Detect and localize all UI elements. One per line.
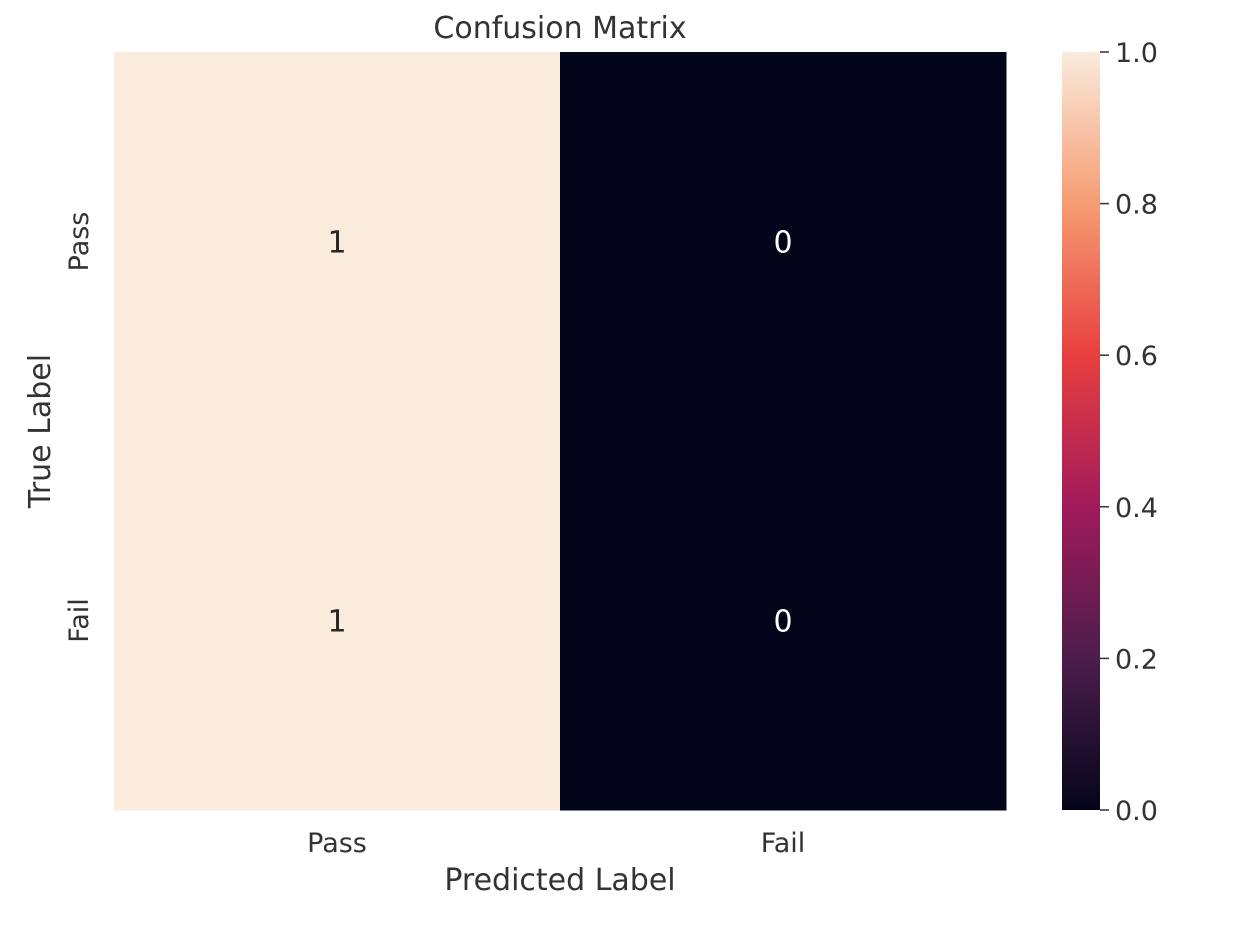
cell-annotation: 1 bbox=[327, 605, 346, 640]
chart-title: Confusion Matrix bbox=[433, 11, 686, 46]
colorbar-ticks: 0.0 0.2 0.4 0.6 0.8 1.0 bbox=[1100, 38, 1158, 827]
cell-annotation: 0 bbox=[773, 226, 792, 261]
heatmap-cell bbox=[560, 52, 1007, 432]
y-tick-label: Pass bbox=[64, 212, 95, 272]
colorbar-tick-label: 0.8 bbox=[1115, 190, 1158, 221]
cell-annotations: 1 0 1 0 bbox=[327, 226, 792, 640]
x-tick-labels: Pass Fail bbox=[307, 828, 805, 859]
y-axis-label: True Label bbox=[23, 354, 58, 509]
colorbar-tick-label: 0.2 bbox=[1115, 644, 1158, 675]
colorbar-tick-label: 1.0 bbox=[1115, 38, 1158, 69]
heatmap-cell bbox=[114, 52, 561, 432]
heatmap-cell bbox=[560, 431, 1007, 811]
heatmap-cell bbox=[114, 431, 561, 811]
cell-annotation: 1 bbox=[327, 226, 346, 261]
cell-annotation: 0 bbox=[773, 605, 792, 640]
y-tick-labels: Pass Fail bbox=[64, 212, 95, 643]
x-tick-label: Fail bbox=[761, 828, 806, 859]
y-tick-label: Fail bbox=[64, 598, 95, 643]
x-tick-label: Pass bbox=[307, 828, 367, 859]
colorbar bbox=[1062, 52, 1100, 810]
colorbar-tick-label: 0.6 bbox=[1115, 341, 1158, 372]
heatmap-cells bbox=[114, 52, 1007, 811]
colorbar-tick-label: 0.0 bbox=[1115, 796, 1158, 827]
colorbar-tick-label: 0.4 bbox=[1115, 493, 1158, 524]
x-axis-label: Predicted Label bbox=[444, 863, 675, 898]
